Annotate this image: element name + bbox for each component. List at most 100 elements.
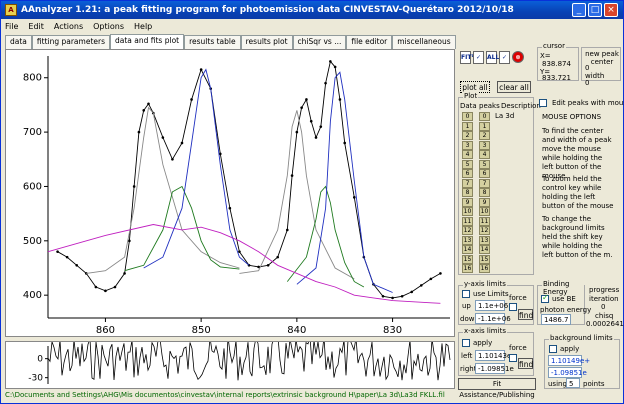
x-apply-label: apply (473, 339, 493, 347)
peak-toggle-9[interactable]: 9 (479, 197, 490, 207)
x-right-input[interactable]: -1.09851e (475, 363, 514, 374)
x-left-input[interactable]: 1.10143e (475, 350, 511, 361)
cursor-label: cursor (542, 42, 566, 50)
bg-points-input[interactable]: 5 (566, 378, 580, 388)
tab-file-editor[interactable]: file editor (346, 35, 393, 49)
minimize-button[interactable]: _ (572, 3, 586, 17)
data-toggle-1[interactable]: 1 (462, 121, 473, 131)
new-peak-width-label: width (585, 72, 605, 80)
data-toggle-13[interactable]: 13 (462, 235, 473, 245)
status-bar: C:\Documents and Settings\AHG\Mis docume… (5, 391, 445, 399)
peak-toggle-2[interactable]: 2 (479, 131, 490, 140)
peak-toggle-10[interactable]: 10 (479, 207, 490, 216)
data-toggle-16[interactable]: 16 (462, 264, 473, 273)
data-toggle-12[interactable]: 12 (462, 226, 473, 235)
data-toggle-6[interactable]: 6 (462, 169, 473, 178)
tab-data[interactable]: data (5, 35, 32, 49)
peak-toggle-15[interactable]: 15 (479, 254, 490, 264)
residual-y-tick-label: -30 (28, 374, 43, 384)
peak-toggle-0[interactable]: 0 (479, 112, 490, 121)
peak-toggle-13[interactable]: 13 (479, 235, 490, 245)
edit-peaks-checkbox[interactable] (539, 99, 547, 107)
menu-file[interactable]: File (5, 21, 19, 31)
peak-toggle-7[interactable]: 7 (479, 178, 490, 188)
peak-toggle-3[interactable]: 3 (479, 140, 490, 150)
data-toggle-5[interactable]: 5 (462, 159, 473, 169)
data-toggle-15[interactable]: 15 (462, 254, 473, 264)
bg-left-input[interactable]: 1.10149e+ (548, 355, 590, 366)
peak-toggle-8[interactable]: 8 (479, 188, 490, 197)
bg-apply-checkbox[interactable] (549, 345, 557, 353)
x-force-checkbox[interactable] (509, 354, 517, 362)
peak-toggle-16[interactable]: 16 (479, 264, 490, 273)
tab-results-plot[interactable]: results plot (240, 35, 293, 49)
x-apply-checkbox[interactable] (462, 339, 470, 347)
fit-checkmark-icon[interactable]: ✓ (473, 51, 484, 64)
y-force-checkbox[interactable] (509, 303, 517, 311)
app-icon[interactable]: A (5, 4, 17, 16)
data-toggle-8[interactable]: 8 (462, 188, 473, 197)
series-line-7 (296, 71, 393, 293)
tab-data-and-fits-plot[interactable]: data and fits plot (110, 34, 185, 49)
y-use-limits-checkbox[interactable] (462, 290, 470, 298)
use-be-checkbox[interactable] (541, 293, 549, 303)
y-down-label: down (460, 315, 479, 323)
menu-edit[interactable]: Edit (28, 21, 44, 31)
residual-y-tick-label: 0 (37, 355, 43, 365)
menu-actions[interactable]: Actions (53, 21, 84, 31)
y-find-button[interactable]: find (518, 309, 534, 320)
tab-chisqr-vs[interactable]: chiSqr vs ... (292, 35, 347, 49)
fit-half-icon[interactable]: FIT½ (460, 51, 478, 64)
photon-energy-input[interactable]: 1486.7 (541, 314, 571, 325)
clear-all-button[interactable]: clear all (497, 81, 531, 93)
cursor-y-label: Y= (540, 68, 551, 76)
menu-bar: File Edit Actions Options Help (1, 19, 623, 33)
data-toggle-9[interactable]: 9 (462, 197, 473, 207)
peak-toggle-14[interactable]: 14 (479, 245, 490, 254)
fit-all-checkmark-icon[interactable]: ✓ (499, 51, 510, 64)
spectrum-plot[interactable]: 860 850 840 830 400 500 600 700 800 (5, 49, 455, 337)
menu-help[interactable]: Help (134, 21, 153, 31)
menu-options[interactable]: Options (93, 21, 124, 31)
chisq-label: chisq (595, 312, 614, 320)
fit-all-icon[interactable]: ALL (486, 51, 499, 64)
data-toggle-14[interactable]: 14 (462, 245, 473, 254)
title-bar[interactable]: A AAnalyzer 1.21: a peak fitting program… (1, 1, 623, 19)
col-peaks-header: peaks (479, 102, 500, 110)
data-toggle-10[interactable]: 10 (462, 207, 473, 216)
data-toggle-4[interactable]: 4 (462, 150, 473, 159)
residual-plot[interactable]: 0 -30 (5, 336, 455, 389)
background-limits-label: background limits (549, 334, 614, 342)
bg-right-input[interactable]: -1.09851e (548, 367, 587, 378)
data-toggle-7[interactable]: 7 (462, 178, 473, 188)
close-button[interactable]: × (604, 3, 618, 17)
peak-toggle-5[interactable]: 5 (479, 159, 490, 169)
x-axis-limits-label: x-axis limits (463, 327, 507, 335)
new-peak-group: new peak center 0 width 0 (581, 47, 621, 87)
data-toggle-11[interactable]: 11 (462, 216, 473, 226)
data-toggle-2[interactable]: 2 (462, 131, 473, 140)
peak-toggle-12[interactable]: 12 (479, 226, 490, 235)
peak-toggle-1[interactable]: 1 (479, 121, 490, 131)
tab-results-table[interactable]: results table (184, 35, 241, 49)
peak-toggle-11[interactable]: 11 (479, 216, 490, 226)
x-find-button[interactable]: find (518, 358, 534, 369)
bg-apply-label: apply (560, 345, 580, 353)
series-line-1 (57, 60, 441, 299)
data-toggle-3[interactable]: 3 (462, 140, 473, 150)
peak-toggle-4[interactable]: 4 (479, 150, 490, 159)
window-title: AAnalyzer 1.21: a peak fitting program f… (21, 5, 514, 15)
tab-miscellaneous[interactable]: miscellaneous (392, 35, 456, 49)
stop-icon[interactable]: ⊗ (512, 51, 524, 63)
tab-fitting-parameters[interactable]: fitting parameters (31, 35, 110, 49)
new-peak-center-value: 0 (585, 64, 590, 72)
fit-assistance-button[interactable]: Fit Assistance/Publishing (458, 378, 536, 399)
y-up-input[interactable]: 1.1e+06 (475, 300, 508, 311)
y-down-input[interactable]: -1.1e+06 (475, 313, 511, 324)
maximize-button[interactable]: □ (588, 3, 602, 17)
peak-toggle-6[interactable]: 6 (479, 169, 490, 178)
series-line-3 (124, 185, 240, 272)
y-tick-label: 700 (23, 127, 42, 138)
data-toggle-0[interactable]: 0 (462, 112, 473, 121)
